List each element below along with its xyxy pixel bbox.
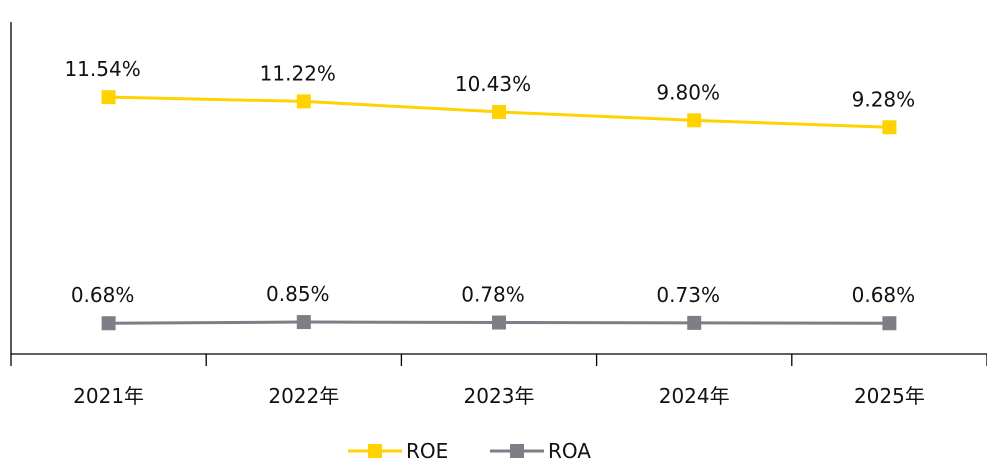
legend-label-roe: ROE [406, 439, 448, 461]
data-label-roa: 0.68% [71, 283, 135, 307]
data-label-roa: 0.73% [656, 283, 720, 307]
data-label-roa: 0.68% [852, 283, 916, 307]
data-label-roe: 11.22% [260, 61, 336, 85]
legend-marker-roa [510, 444, 524, 458]
marker-roa [882, 316, 897, 331]
x-tick-label: 2024年 [659, 384, 730, 408]
marker-roa [687, 315, 702, 330]
x-tick-labels: 2021年 2022年 2023年 2024年 2025年 [73, 384, 925, 408]
axes [10, 22, 987, 366]
marker-roa [101, 316, 116, 331]
marker-roe [101, 90, 116, 105]
marker-roe [492, 104, 506, 119]
data-label-roe: 10.43% [455, 72, 531, 96]
marker-roa [296, 315, 311, 330]
data-label-roe: 11.54% [64, 57, 140, 81]
legend: ROE ROA [348, 439, 591, 463]
marker-roa [492, 315, 506, 330]
x-tick-label: 2025年 [854, 384, 925, 408]
data-label-roe: 9.80% [656, 80, 720, 104]
series-markers [101, 90, 897, 331]
marker-roe [296, 94, 311, 109]
legend-label-roa: ROA [548, 439, 591, 461]
data-label-roa: 0.85% [266, 282, 330, 306]
x-tick-label: 2022年 [268, 384, 339, 408]
x-tick-label: 2021年 [73, 384, 144, 408]
marker-roe [882, 120, 897, 135]
data-label-roa: 0.78% [461, 283, 525, 307]
marker-roe [687, 113, 702, 128]
data-labels: 11.54% 11.22% 10.43% 9.80% 9.28% 0.68% 0.85% 0.… [64, 57, 915, 307]
x-tick-label: 2023年 [464, 384, 535, 408]
legend-marker-roe [368, 444, 382, 458]
data-label-roe: 9.28% [852, 87, 916, 111]
